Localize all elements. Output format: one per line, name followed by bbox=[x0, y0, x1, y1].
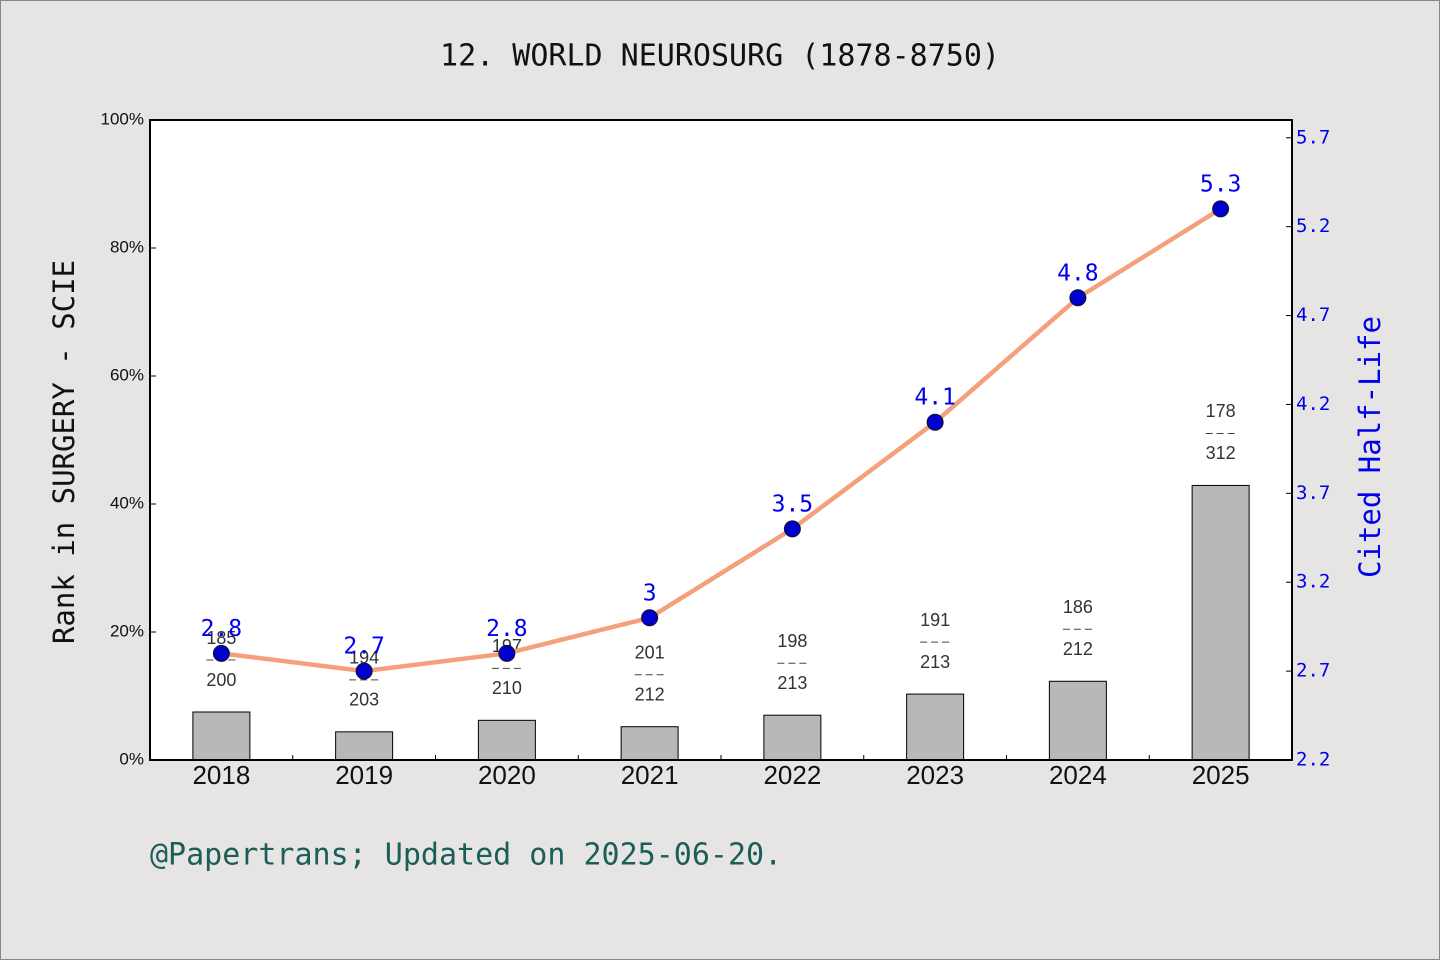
bar bbox=[763, 714, 822, 761]
y2-tick-label: 3.7 bbox=[1296, 482, 1330, 504]
data-label: 2.8 bbox=[486, 616, 528, 642]
line bbox=[221, 206, 1222, 674]
bar bbox=[1048, 680, 1107, 761]
y2-tick-label: 3.2 bbox=[1296, 571, 1330, 593]
x-tick-label: 2019 bbox=[335, 760, 393, 790]
x-tick-label: 2022 bbox=[763, 760, 821, 790]
y2-tick-label: 2.2 bbox=[1296, 749, 1330, 771]
rank-label: 198 bbox=[777, 631, 807, 651]
data-label: 2.8 bbox=[201, 616, 243, 642]
y2-tick-label: 5.2 bbox=[1296, 215, 1330, 237]
x-tick-label: 2021 bbox=[621, 760, 679, 790]
y2-axis-title: Cited Half-Life bbox=[1353, 316, 1387, 578]
line-marker bbox=[1069, 289, 1087, 307]
rank-label: 186 bbox=[1063, 597, 1093, 617]
rank-label: 178 bbox=[1206, 401, 1236, 421]
y-axis-title: Rank in SURGERY - SCIE bbox=[47, 260, 81, 644]
y2-tick-label: 5.7 bbox=[1296, 126, 1330, 148]
bar bbox=[1191, 484, 1250, 761]
bar bbox=[477, 719, 536, 761]
y2-tick-label: 4.7 bbox=[1296, 304, 1330, 326]
plot-area bbox=[150, 120, 1292, 760]
total-label: 203 bbox=[349, 690, 379, 710]
line-marker bbox=[498, 644, 516, 662]
line-marker bbox=[926, 413, 944, 431]
total-label: 212 bbox=[1063, 639, 1093, 659]
bar bbox=[620, 726, 679, 761]
x-tick-label: 2020 bbox=[478, 760, 536, 790]
total-label: 200 bbox=[206, 670, 236, 690]
x-tick-label: 2025 bbox=[1192, 760, 1250, 790]
rank-label: 194 bbox=[349, 648, 379, 668]
plot-frame bbox=[149, 119, 1293, 761]
line-marker bbox=[355, 662, 373, 680]
bar bbox=[335, 731, 394, 761]
data-label: 2.7 bbox=[343, 634, 385, 660]
data-label: 3.5 bbox=[772, 491, 814, 517]
total-label: 213 bbox=[920, 652, 950, 672]
bar bbox=[192, 711, 251, 761]
total-label: 212 bbox=[635, 684, 665, 704]
total-label: 210 bbox=[492, 678, 522, 698]
data-label: 4.8 bbox=[1057, 260, 1099, 286]
chart-title: 12. WORLD NEUROSURG (1878-8750) bbox=[440, 39, 1000, 74]
line-marker bbox=[1212, 200, 1230, 218]
rank-label: 201 bbox=[635, 642, 665, 662]
y-tick-label: 100% bbox=[101, 109, 144, 128]
y-tick-label: 40% bbox=[110, 493, 144, 512]
y-tick-label: 80% bbox=[110, 237, 144, 256]
line-marker bbox=[212, 644, 230, 662]
x-tick-label: 2018 bbox=[192, 760, 250, 790]
y-tick-label: 20% bbox=[110, 621, 144, 640]
rank-label: 191 bbox=[920, 610, 950, 630]
rank-label: 185 bbox=[206, 628, 236, 648]
data-label: 3 bbox=[643, 580, 657, 606]
data-label: 5.3 bbox=[1200, 171, 1242, 197]
line-marker bbox=[641, 609, 659, 627]
x-tick-label: 2023 bbox=[906, 760, 964, 790]
total-label: 312 bbox=[1206, 443, 1236, 463]
y2-tick-label: 4.2 bbox=[1296, 393, 1330, 415]
y-tick-label: 0% bbox=[119, 749, 144, 768]
total-label: 213 bbox=[777, 673, 807, 693]
y-tick-label: 60% bbox=[110, 365, 144, 384]
annotation: @Papertrans; Updated on 2025-06-20. bbox=[150, 838, 782, 873]
line-marker bbox=[783, 520, 801, 538]
y2-tick-label: 2.7 bbox=[1296, 660, 1330, 682]
bar bbox=[906, 693, 965, 761]
x-tick-label: 2024 bbox=[1049, 760, 1107, 790]
data-label: 4.1 bbox=[914, 385, 956, 411]
